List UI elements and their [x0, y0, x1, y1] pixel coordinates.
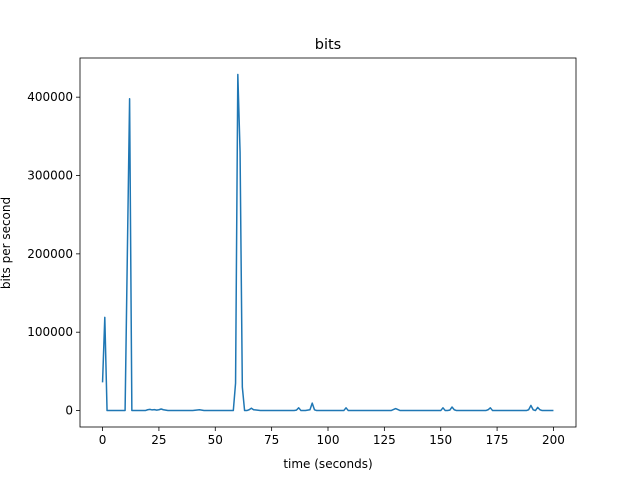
series-line-0 — [101, 73, 554, 412]
x-tick-label: 75 — [264, 433, 279, 447]
y-tick-label: 400000 — [27, 90, 73, 104]
y-tick-label: 0 — [65, 404, 73, 418]
y-tick-label: 100000 — [27, 325, 73, 339]
x-tick-label: 150 — [429, 433, 452, 447]
y-tick-label: 200000 — [27, 247, 73, 261]
x-tick-label: 125 — [373, 433, 396, 447]
y-axis-label: bits per second — [0, 197, 13, 289]
x-tick-label: 200 — [542, 433, 565, 447]
x-tick-label: 100 — [317, 433, 340, 447]
plot-area: 0 25 50 75 100 125 150 175 200 0 100000 200000 30000… — [27, 57, 577, 447]
x-tick-label: 25 — [151, 433, 166, 447]
x-axis-label: time (seconds) — [283, 457, 372, 471]
x-tick-label: 0 — [99, 433, 107, 447]
y-tick-label: 300000 — [27, 169, 73, 183]
x-tick-label: 175 — [486, 433, 509, 447]
x-tick-label: 50 — [208, 433, 223, 447]
chart-title: bits — [315, 37, 341, 53]
